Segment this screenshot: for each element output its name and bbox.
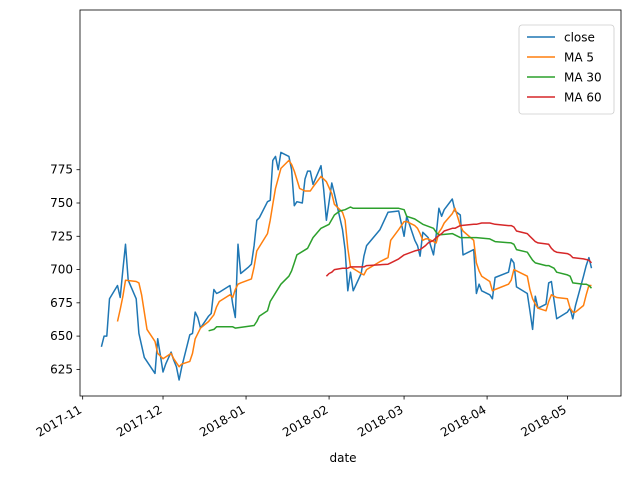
y-tick-label: 675 (50, 296, 73, 310)
series-line-2 (116, 159, 592, 368)
y-tick-label: 625 (50, 362, 73, 376)
series-layer (100, 151, 593, 381)
y-tick-label: 725 (50, 229, 73, 243)
legend: close MA 5 MA 30 MA 60 (518, 24, 615, 115)
y-tick-label: 750 (50, 196, 73, 210)
legend-label-2: MA 5 (564, 51, 594, 65)
series-line-3 (208, 206, 593, 332)
y-tick-label: 775 (50, 163, 73, 177)
legend-box (518, 24, 615, 115)
x-tick-label: 2018-01 (197, 402, 247, 439)
legend-label-1: close (564, 31, 595, 45)
x-tick-label: 2017-12 (114, 402, 164, 439)
x-tick-label: 2018-04 (438, 402, 488, 439)
y-axis: 625 650 675 700 725 750 775 (50, 163, 80, 376)
legend-label-4: MA 60 (564, 91, 602, 105)
x-tick-label: 2017-11 (34, 402, 84, 439)
y-tick-label: 700 (50, 263, 73, 277)
x-tick-label: 2018-05 (519, 402, 569, 439)
x-tick-label: 2018-02 (280, 402, 330, 439)
y-tick-label: 650 (50, 329, 73, 343)
series-line-1 (100, 151, 593, 381)
legend-label-3: MA 30 (564, 71, 602, 85)
x-tick-label: 2018-03 (355, 402, 405, 439)
x-axis: 2017-11 2017-12 2018-01 2018-02 2018-03 2018-… (34, 396, 569, 440)
series-line-4 (325, 222, 593, 277)
x-axis-label: date (329, 451, 356, 465)
